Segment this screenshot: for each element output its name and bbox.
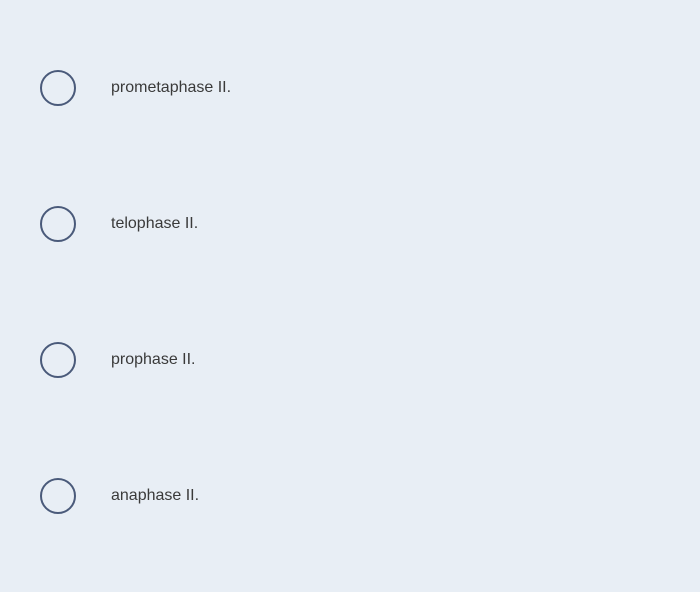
option-label: telophase II. (111, 215, 198, 233)
option-row: anaphase II. (40, 478, 660, 514)
option-label: prophase II. (111, 351, 196, 369)
radio-button-telophase[interactable] (40, 206, 76, 242)
option-label: prometaphase II. (111, 79, 231, 97)
radio-button-prophase[interactable] (40, 342, 76, 378)
radio-button-prometaphase[interactable] (40, 70, 76, 106)
radio-button-anaphase[interactable] (40, 478, 76, 514)
option-row: prophase II. (40, 342, 660, 378)
option-row: telophase II. (40, 206, 660, 242)
options-list: prometaphase II. telophase II. prophase … (40, 50, 660, 514)
option-row: prometaphase II. (40, 70, 660, 106)
option-label: anaphase II. (111, 487, 199, 505)
